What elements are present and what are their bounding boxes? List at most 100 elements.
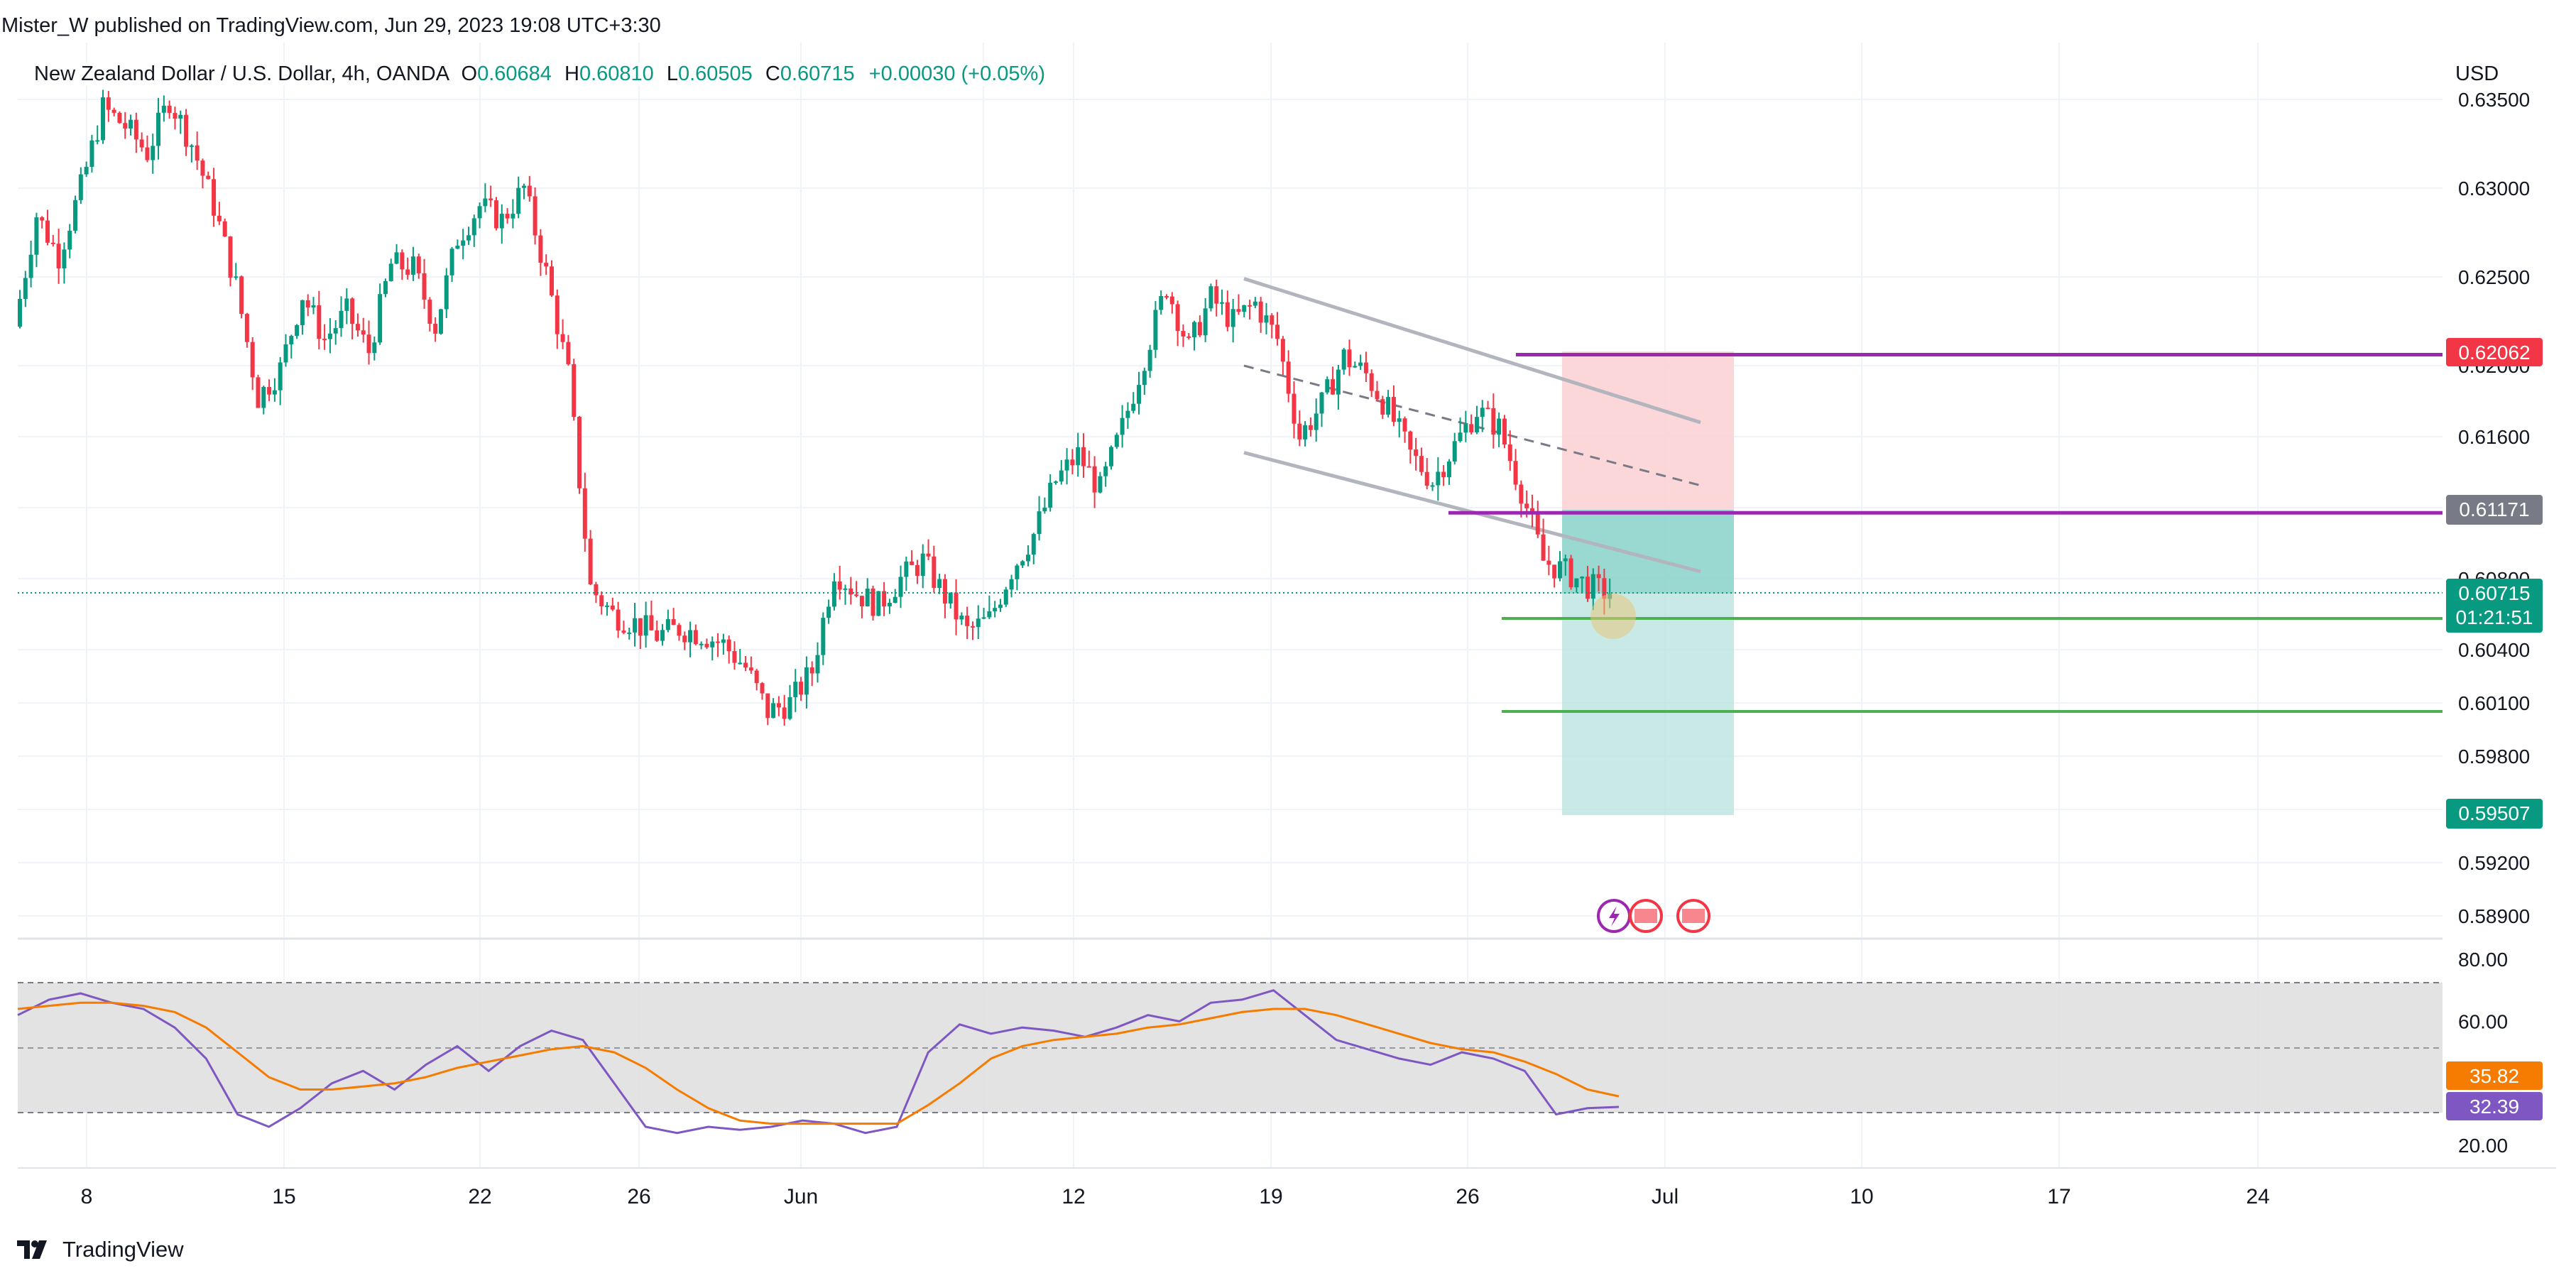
candle-body (1397, 418, 1402, 422)
candle-body (455, 246, 460, 249)
candle-body (1169, 296, 1174, 305)
symbol-legend[interactable]: New Zealand Dollar / U.S. Dollar, 4h, OA… (31, 62, 1049, 86)
candle-body (317, 305, 322, 339)
event-icons[interactable] (1597, 899, 1710, 933)
candle-body (410, 256, 415, 275)
candle-body (1031, 534, 1036, 555)
candle-body (550, 266, 554, 296)
candle-body (1248, 305, 1252, 307)
candle-body (1076, 447, 1081, 466)
entry-price-tag-text: 0.61171 (2459, 498, 2529, 520)
candle-body (1114, 435, 1119, 447)
rsi-axis[interactable]: 80.00 60.00 20.00 (2458, 949, 2508, 1157)
time-tick-label: 26 (627, 1185, 650, 1208)
candle-body (189, 145, 194, 147)
price-tick-label: 0.63500 (2458, 89, 2530, 111)
candle-body (1524, 503, 1529, 508)
candle-body (1529, 508, 1534, 513)
time-tick-label: 17 (2047, 1185, 2070, 1208)
candle-body (405, 269, 410, 275)
candle-body (50, 242, 55, 244)
price-tick-label: 0.59200 (2458, 852, 2530, 874)
candle-body (926, 553, 931, 557)
candle-body (89, 140, 94, 167)
rsi-ma-line (17, 1001, 1620, 1125)
candle-body (771, 703, 776, 719)
candle-body (261, 387, 266, 408)
candle-body (910, 561, 915, 565)
candle-body (1474, 417, 1479, 432)
candle-body (633, 618, 638, 633)
candle-body (123, 123, 128, 129)
channel-median-line[interactable] (1243, 364, 1705, 488)
candle-body (1059, 470, 1064, 482)
symbol-title[interactable]: New Zealand Dollar / U.S. Dollar, 4h, OA… (34, 62, 449, 85)
candle-body (129, 119, 133, 129)
candle-body (1541, 534, 1546, 561)
candle-body (1175, 304, 1180, 332)
price-tick-label: 0.63000 (2458, 178, 2530, 200)
time-tick-label: Jun (784, 1185, 818, 1208)
candle-body (588, 538, 593, 584)
currency-label[interactable]: USD (2455, 62, 2499, 85)
candle-body (915, 564, 919, 577)
candle-body (28, 254, 33, 278)
candle-body (1214, 286, 1219, 304)
candle-body (848, 588, 853, 595)
horizontal-levels[interactable] (1448, 353, 2443, 713)
candle-body (732, 651, 737, 663)
candle-body (1264, 315, 1269, 323)
candle-body (521, 185, 526, 188)
candle-body (970, 626, 975, 628)
candle-body (1142, 371, 1147, 386)
candle-body (283, 344, 288, 363)
candle-body (1314, 413, 1319, 430)
tradingview-brand[interactable]: TradingView (16, 1237, 184, 1262)
stop-price-tag (2446, 338, 2543, 366)
candle-body (1053, 481, 1058, 484)
candle-body (1557, 561, 1562, 579)
candle-body (1341, 349, 1346, 370)
candle-body (40, 217, 45, 221)
candle-body (882, 591, 887, 607)
time-tick-label: Jul (1652, 1185, 1679, 1208)
candle-body (799, 682, 804, 695)
candle-body (809, 667, 814, 674)
stop-loss-zone[interactable] (1562, 351, 1734, 510)
candle-body (1458, 432, 1463, 442)
candle-body (217, 215, 222, 222)
candle-body (787, 697, 792, 719)
candle-body (1441, 471, 1446, 478)
candle-body (471, 218, 476, 236)
candle-body (577, 416, 582, 488)
candle-body (954, 592, 959, 620)
candle-body (300, 300, 305, 325)
candle-body (516, 187, 521, 214)
candle-body (1380, 399, 1385, 415)
candle-body (710, 641, 715, 648)
candle-body (1336, 369, 1341, 395)
candle-body (145, 147, 150, 160)
candle-body (505, 214, 510, 219)
candle-body (499, 214, 504, 229)
candle-body (1020, 561, 1025, 566)
candle-body (1070, 459, 1075, 466)
candle-body (161, 105, 166, 113)
candle-body (638, 618, 643, 636)
candle-body (1037, 511, 1042, 535)
candle-body (793, 682, 798, 697)
candle-body (726, 639, 731, 652)
candle-body (804, 667, 809, 695)
time-axis[interactable]: 8 15 22 26 Jun 12 19 26 Jul 10 17 24 (81, 1185, 2270, 1208)
candle-body (1590, 574, 1595, 599)
candle-body (660, 630, 665, 641)
candle-body (1414, 449, 1419, 457)
profit-zone-active (1562, 510, 1734, 594)
channel-upper-line[interactable] (1243, 277, 1701, 425)
candle-body (1485, 408, 1490, 410)
candle-body (821, 618, 826, 655)
candle-body (1147, 349, 1152, 371)
candle-body (1446, 462, 1451, 478)
